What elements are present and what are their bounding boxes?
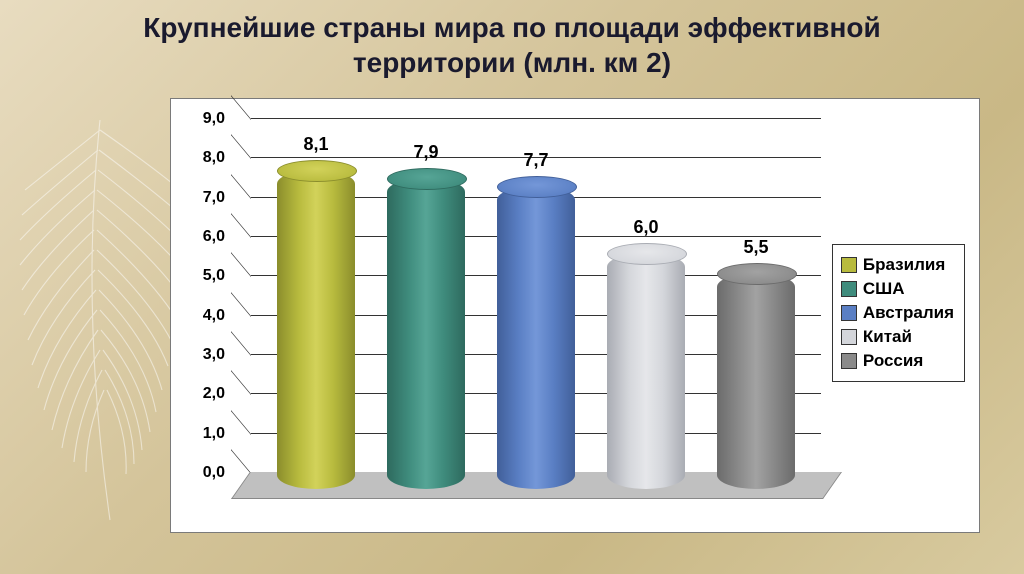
legend-label: Австралия (863, 303, 954, 323)
bar-body (717, 273, 795, 489)
bar-cylinder: 7,9 (387, 178, 465, 489)
bar-value-label: 7,7 (497, 150, 575, 171)
bar-body (497, 186, 575, 489)
legend-item: США (841, 279, 954, 299)
bar-cylinder: 6,0 (607, 253, 685, 489)
y-tick-label: 5,0 (203, 267, 225, 285)
bar-body (607, 253, 685, 489)
bar-cylinder: 8,1 (277, 170, 355, 489)
slide-background: Крупнейшие страны мира по площади эффект… (0, 0, 1024, 574)
title-line-2: территории (млн. км 2) (353, 47, 671, 78)
bar-cylinder: 5,5 (717, 273, 795, 489)
legend-swatch (841, 329, 857, 345)
plot-area: 0,01,02,03,04,05,06,07,08,09,0 8,17,97,7… (231, 119, 821, 499)
legend-item: Австралия (841, 303, 954, 323)
legend-label: Россия (863, 351, 923, 371)
chart-title: Крупнейшие страны мира по площади эффект… (0, 10, 1024, 80)
legend-label: США (863, 279, 905, 299)
y-tick-label: 8,0 (203, 149, 225, 167)
legend-swatch (841, 305, 857, 321)
legend-label: Китай (863, 327, 912, 347)
bar-value-label: 8,1 (277, 134, 355, 155)
bar-value-label: 7,9 (387, 142, 465, 163)
y-tick-label: 9,0 (203, 110, 225, 128)
feather-decoration (10, 110, 190, 530)
legend: Бразилия США Австралия Китай Россия (832, 244, 965, 382)
legend-swatch (841, 281, 857, 297)
legend-item: Бразилия (841, 255, 954, 275)
bar-top (607, 243, 687, 265)
bar-value-label: 6,0 (607, 217, 685, 238)
y-tick-label: 0,0 (203, 464, 225, 482)
bar-cylinder: 7,7 (497, 186, 575, 489)
y-tick-label: 7,0 (203, 189, 225, 207)
legend-swatch (841, 257, 857, 273)
y-tick-label: 2,0 (203, 385, 225, 403)
y-tick-label: 6,0 (203, 228, 225, 246)
title-line-1: Крупнейшие страны мира по площади эффект… (143, 12, 880, 43)
bar-top (717, 263, 797, 285)
y-tick-label: 4,0 (203, 307, 225, 325)
legend-item: Китай (841, 327, 954, 347)
legend-label: Бразилия (863, 255, 945, 275)
bar-value-label: 5,5 (717, 237, 795, 258)
legend-swatch (841, 353, 857, 369)
bar-body (277, 170, 355, 489)
bar-top (497, 176, 577, 198)
y-tick-label: 1,0 (203, 425, 225, 443)
y-tick-label: 3,0 (203, 346, 225, 364)
gridline: 9,0 (251, 118, 821, 119)
legend-item: Россия (841, 351, 954, 371)
bar-body (387, 178, 465, 489)
chart-panel: 0,0 1,0 2,0 3,0 4,0 5,0 6,0 7,0 8,0 9,0 8,1 7,9 7,7… (170, 98, 980, 533)
